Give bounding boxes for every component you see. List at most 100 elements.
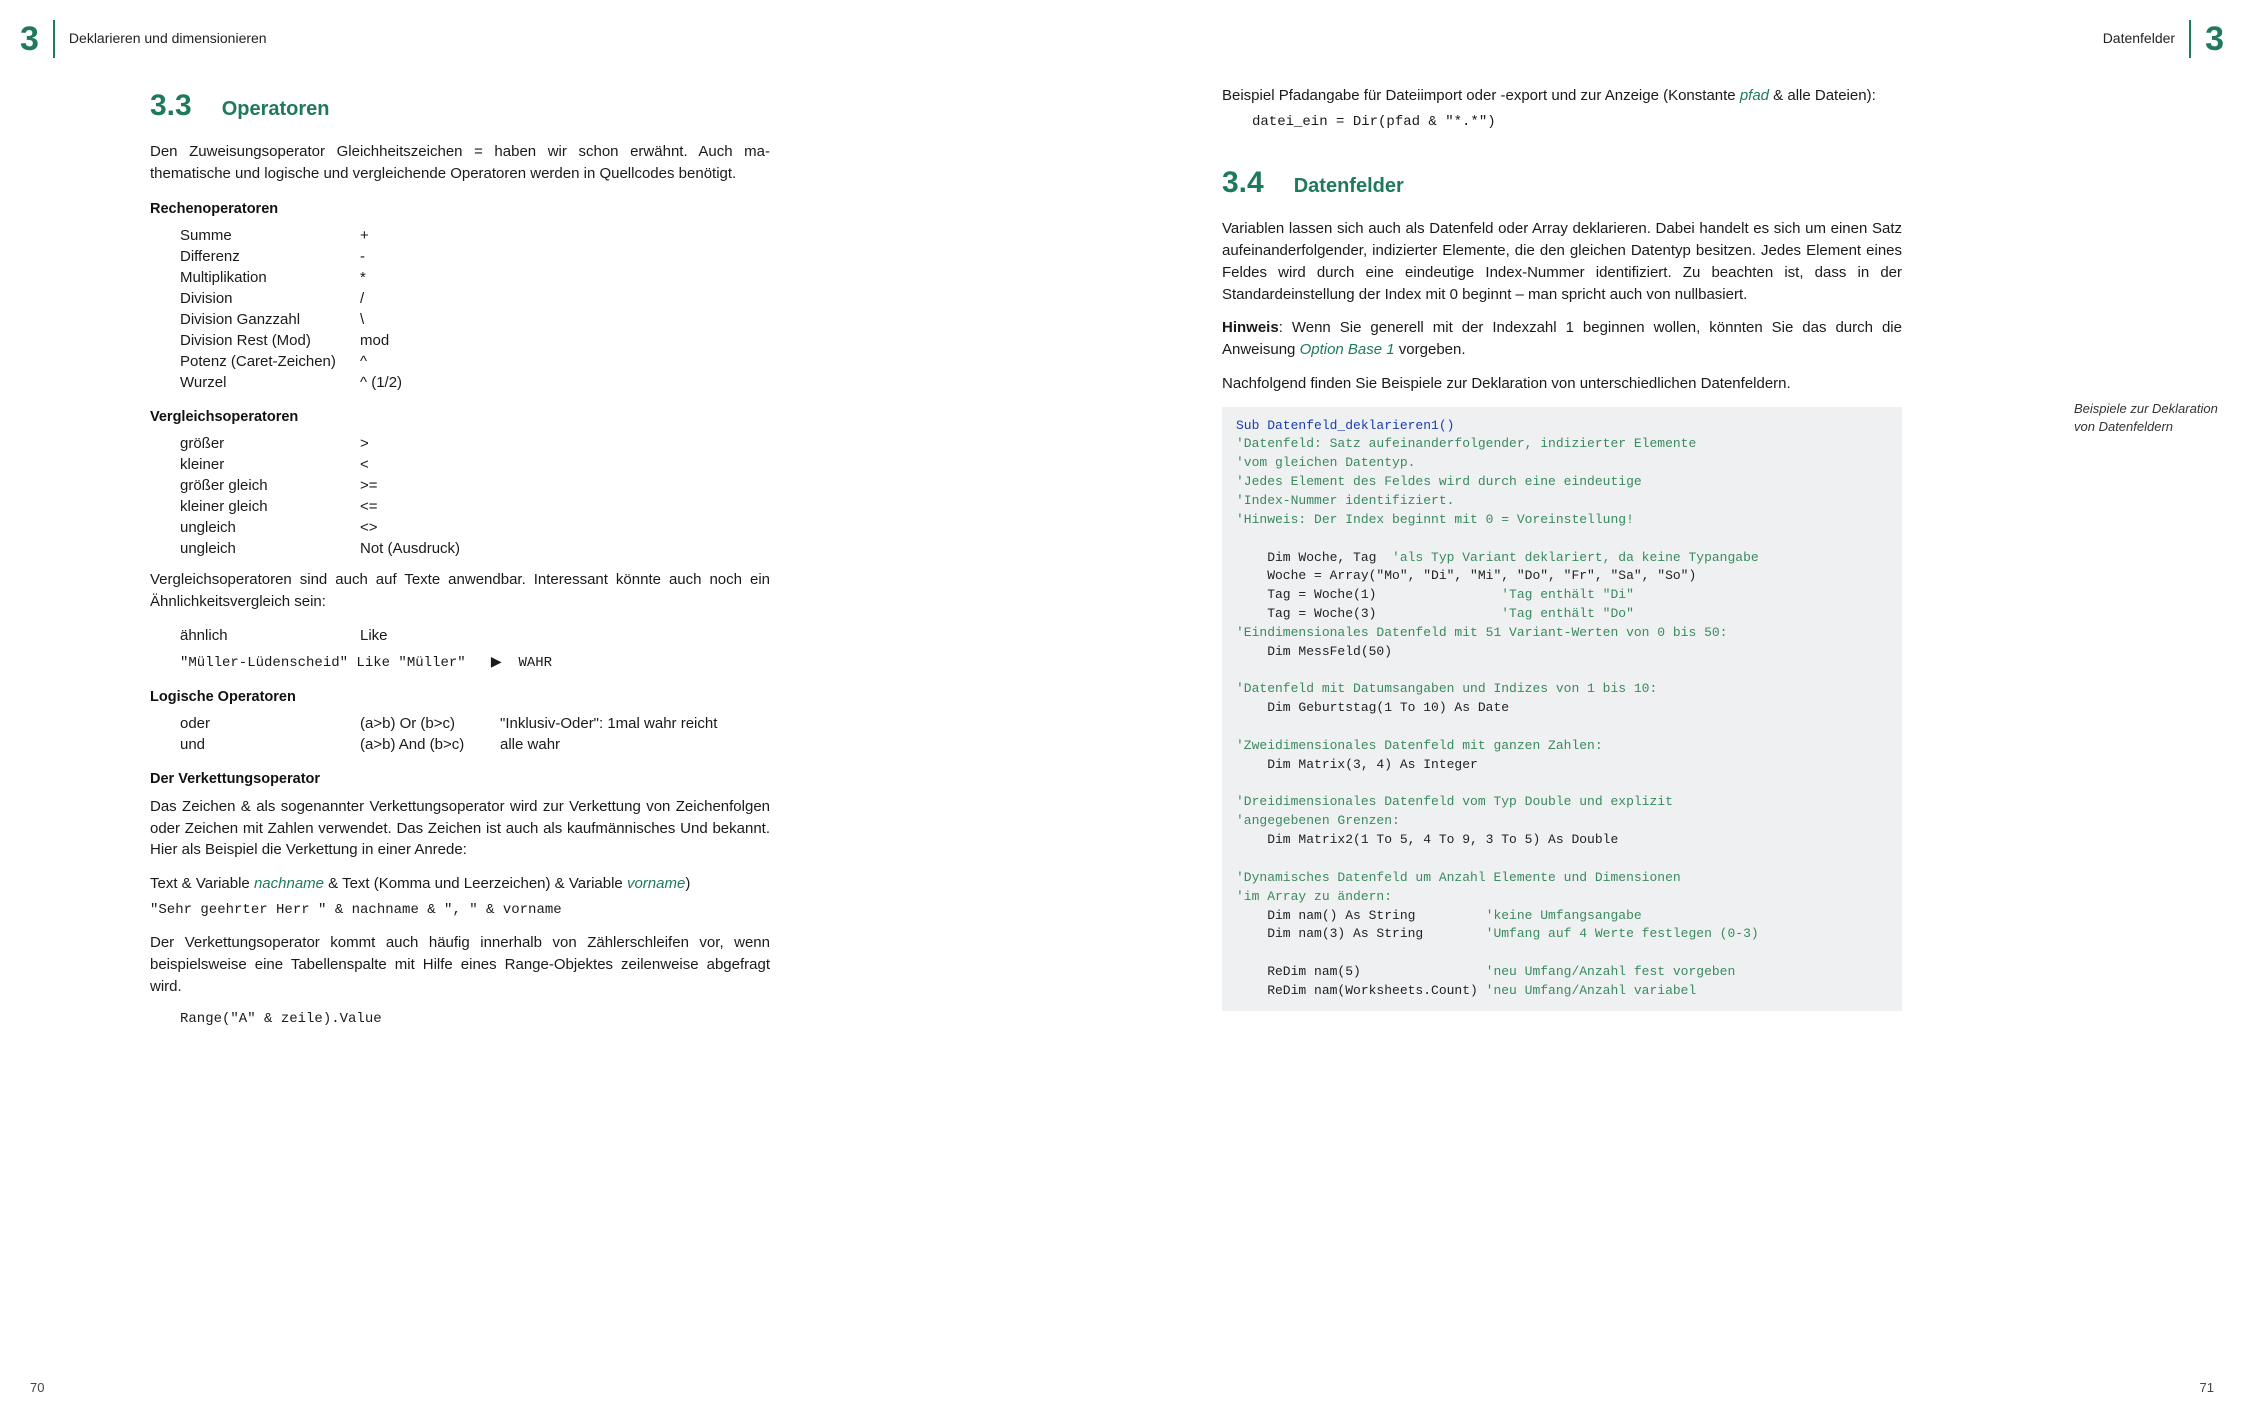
operator-symbol: + xyxy=(360,225,500,246)
operator-symbol: (a>b) Or (b>c) xyxy=(360,713,500,734)
range-code: Range("A" & zeile).Value xyxy=(180,1010,770,1030)
page-number-left: 70 xyxy=(30,1379,44,1397)
operator-name: und xyxy=(180,734,360,755)
operator-row: ungleich<> xyxy=(180,517,770,538)
operator-name: größer xyxy=(180,433,360,454)
verkettung-p2: Der Verkettungsoperator kommt auch häufi… xyxy=(150,932,770,997)
operator-name: oder xyxy=(180,713,360,734)
operator-row: größer gleich>= xyxy=(180,475,770,496)
operator-symbol: - xyxy=(360,246,500,267)
section-3-4-heading: 3.4 Datenfelder xyxy=(1222,162,1902,204)
page-number-right: 71 xyxy=(2200,1379,2214,1397)
operator-symbol: ^ xyxy=(360,351,500,372)
operator-row: ungleichNot (Ausdruck) xyxy=(180,538,770,559)
code-line: Woche = Array("Mo", "Di", "Mi", "Do", "F… xyxy=(1236,567,1888,586)
logisch-table: oder(a>b) Or (b>c)"Inklusiv-Oder": 1mal … xyxy=(180,713,770,755)
term-pfad: pfad xyxy=(1740,87,1769,104)
verkettung-p1: Das Zeichen & als sogenannter Verkettung… xyxy=(150,796,770,861)
code-line: 'Hinweis: Der Index beginnt mit 0 = Vore… xyxy=(1236,511,1888,530)
operator-symbol: Not (Ausdruck) xyxy=(360,538,500,559)
operator-name: Division Rest (Mod) xyxy=(180,330,360,351)
sec34-hinweis: Hinweis: Wenn Sie generell mit der Index… xyxy=(1222,317,1902,361)
operator-name: Division xyxy=(180,288,360,309)
code-line: Dim nam() As String 'keine Umfangsangabe xyxy=(1236,907,1888,926)
logische-operatoren-heading: Logische Operatoren xyxy=(150,687,770,707)
running-header-text: Datenfelder xyxy=(2103,29,2175,49)
section-title: Datenfelder xyxy=(1294,172,1404,200)
code-line xyxy=(1236,775,1888,794)
sec34-p1: Variablen lassen sich auch als Datenfeld… xyxy=(1222,218,1902,305)
rechen-table: Summe+Differenz-Multiplikation*Division/… xyxy=(180,225,770,393)
operator-row: Division/ xyxy=(180,288,770,309)
like-row: ähnlich Like xyxy=(180,625,770,646)
like-sym: Like xyxy=(360,625,500,646)
verkettungsoperator-heading: Der Verkettungsoperator xyxy=(150,769,770,789)
operator-symbol: (a>b) And (b>c) xyxy=(360,734,500,755)
code-line xyxy=(1236,718,1888,737)
left-content: 3.3 Operatoren Den Zuweisungsoperator Gl… xyxy=(150,85,770,1029)
operator-row: Summe+ xyxy=(180,225,770,246)
operator-row: Potenz (Caret-Zeichen)^ xyxy=(180,351,770,372)
section-number: 3.4 xyxy=(1222,162,1264,204)
sec34-p3: Nachfolgend finden Sie Beispiele zur Dek… xyxy=(1222,373,1902,395)
operator-row: größer> xyxy=(180,433,770,454)
operator-desc: alle wahr xyxy=(500,734,770,755)
operator-row: Differenz- xyxy=(180,246,770,267)
operator-name: Summe xyxy=(180,225,360,246)
arrow-icon: ▶ xyxy=(491,653,502,669)
operator-row: Multiplikation* xyxy=(180,267,770,288)
pfad-code: datei_ein = Dir(pfad & "*.*") xyxy=(1252,113,1902,133)
margin-note: Beispiele zur Deklaration von Datenfelde… xyxy=(2074,400,2224,435)
operator-name: kleiner gleich xyxy=(180,496,360,517)
code-line: Dim MessFeld(50) xyxy=(1236,643,1888,662)
operator-symbol: > xyxy=(360,433,500,454)
verkettung-code: "Sehr geehrter Herr " & nachname & ", " … xyxy=(150,901,770,921)
operator-name: Multiplikation xyxy=(180,267,360,288)
datenfeld-code-block: Sub Datenfeld_deklarieren1()'Datenfeld: … xyxy=(1222,407,1902,1011)
code-line: Tag = Woche(3) 'Tag enthält "Do" xyxy=(1236,605,1888,624)
operator-row: Division Rest (Mod)mod xyxy=(180,330,770,351)
code-line: 'Eindimensionales Datenfeld mit 51 Varia… xyxy=(1236,624,1888,643)
code-line: 'angegebenen Grenzen: xyxy=(1236,812,1888,831)
code-line xyxy=(1236,530,1888,549)
page-left: 3 Deklarieren und dimensionieren 3.3 Ope… xyxy=(0,0,1122,1417)
code-line xyxy=(1236,662,1888,681)
verkettung-line: Text & Variable nachname & Text (Komma u… xyxy=(150,873,770,895)
page-right: 3 Datenfelder Beispiel Pfadangabe für Da… xyxy=(1122,0,2244,1417)
operator-symbol: ^ (1/2) xyxy=(360,372,500,393)
operator-symbol: < xyxy=(360,454,500,475)
term-vorname: vorname xyxy=(627,875,685,892)
operator-symbol: <= xyxy=(360,496,500,517)
operator-symbol: \ xyxy=(360,309,500,330)
operator-row: Wurzel^ (1/2) xyxy=(180,372,770,393)
operator-symbol: >= xyxy=(360,475,500,496)
code-line: 'vom gleichen Datentyp. xyxy=(1236,454,1888,473)
code-line xyxy=(1236,850,1888,869)
term-nachname: nachname xyxy=(254,875,324,892)
operator-name: größer gleich xyxy=(180,475,360,496)
pfad-paragraph: Beispiel Pfadangabe für Dateiimport oder… xyxy=(1222,85,1902,107)
operator-symbol: <> xyxy=(360,517,500,538)
code-line: 'Datenfeld: Satz aufeinanderfolgender, i… xyxy=(1236,435,1888,454)
code-line: 'Dynamisches Datenfeld um Anzahl Element… xyxy=(1236,869,1888,888)
chapter-number: 3 xyxy=(20,22,39,56)
code-line xyxy=(1236,944,1888,963)
hinweis-label: Hinweis xyxy=(1222,319,1279,336)
code-line: 'im Array zu ändern: xyxy=(1236,888,1888,907)
section-number: 3.3 xyxy=(150,85,192,127)
section-intro: Den Zuweisungsoperator Gleichheitszeiche… xyxy=(150,141,770,185)
like-name: ähnlich xyxy=(180,625,360,646)
code-line: 'Datenfeld mit Datumsangaben und Indizes… xyxy=(1236,680,1888,699)
right-content: Beispiel Pfadangabe für Dateiimport oder… xyxy=(1222,85,1902,1011)
operator-symbol: * xyxy=(360,267,500,288)
code-line: Dim Matrix(3, 4) As Integer xyxy=(1236,756,1888,775)
rechenoperatoren-heading: Rechenoperatoren xyxy=(150,199,770,219)
like-example: "Müller-Lüdenscheid" Like "Müller" ▶ WAH… xyxy=(180,652,770,674)
page-spread: 3 Deklarieren und dimensionieren 3.3 Ope… xyxy=(0,0,2244,1417)
operator-name: kleiner xyxy=(180,454,360,475)
operator-row: kleiner gleich<= xyxy=(180,496,770,517)
code-line: Tag = Woche(1) 'Tag enthält "Di" xyxy=(1236,586,1888,605)
code-line: Dim Geburtstag(1 To 10) As Date xyxy=(1236,699,1888,718)
operator-name: Wurzel xyxy=(180,372,360,393)
operator-desc: "Inklusiv-Oder": 1mal wahr reicht xyxy=(500,713,770,734)
